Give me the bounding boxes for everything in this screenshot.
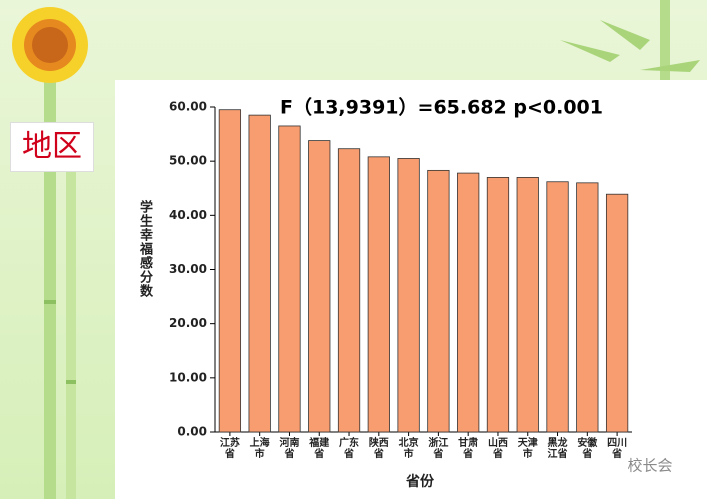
bar (367, 156, 390, 433)
bar (516, 177, 539, 433)
y-tick-label: 40.00 (169, 208, 207, 222)
y-axis-label: 学生幸福感分数 (137, 200, 152, 298)
x-tick-label: 黑龙江省 (547, 438, 568, 460)
x-tick-label: 浙江省 (428, 438, 449, 460)
bamboo-left (44, 70, 76, 499)
x-tick-label: 四川省 (607, 438, 628, 460)
bar (337, 148, 361, 433)
watermark: 校长会 (627, 457, 672, 475)
bar (397, 158, 420, 433)
x-tick-label: 天津市 (517, 438, 538, 460)
bamboo-right (560, 0, 700, 140)
y-tick-label: 30.00 (169, 262, 207, 276)
x-tick-label: 甘肃省 (458, 438, 479, 460)
x-tick-label: 山西省 (487, 438, 508, 460)
bar (248, 114, 271, 433)
bar (278, 125, 301, 433)
bar (218, 109, 242, 433)
y-tick-label: 0.00 (177, 425, 207, 439)
x-tick-label: 广东省 (339, 438, 360, 460)
bar (457, 172, 480, 433)
x-tick-label: 上海市 (249, 438, 270, 460)
annotation: F（13,9391）=65.682 p<0.001 (280, 96, 603, 119)
sunflower (12, 7, 88, 83)
y-tick-label: 20.00 (169, 316, 207, 330)
y-tick-label: 10.00 (169, 370, 207, 384)
bar (486, 177, 510, 433)
y-tick-label: 50.00 (169, 154, 207, 168)
x-tick-label: 陕西省 (368, 438, 389, 460)
bar (605, 193, 629, 433)
bar (546, 181, 569, 433)
bar (308, 140, 331, 433)
x-tick-label: 北京市 (398, 438, 419, 460)
x-tick-label: 江苏省 (219, 438, 240, 460)
x-tick-label: 福建省 (309, 438, 330, 460)
x-tick-label: 河南省 (279, 438, 300, 460)
x-tick-label: 安徽省 (577, 438, 598, 460)
y-tick-label: 60.00 (169, 100, 207, 114)
bar (576, 182, 599, 433)
bar (427, 169, 450, 433)
x-axis-label: 省份 (405, 473, 435, 490)
slide-label: 地区 (10, 122, 94, 172)
